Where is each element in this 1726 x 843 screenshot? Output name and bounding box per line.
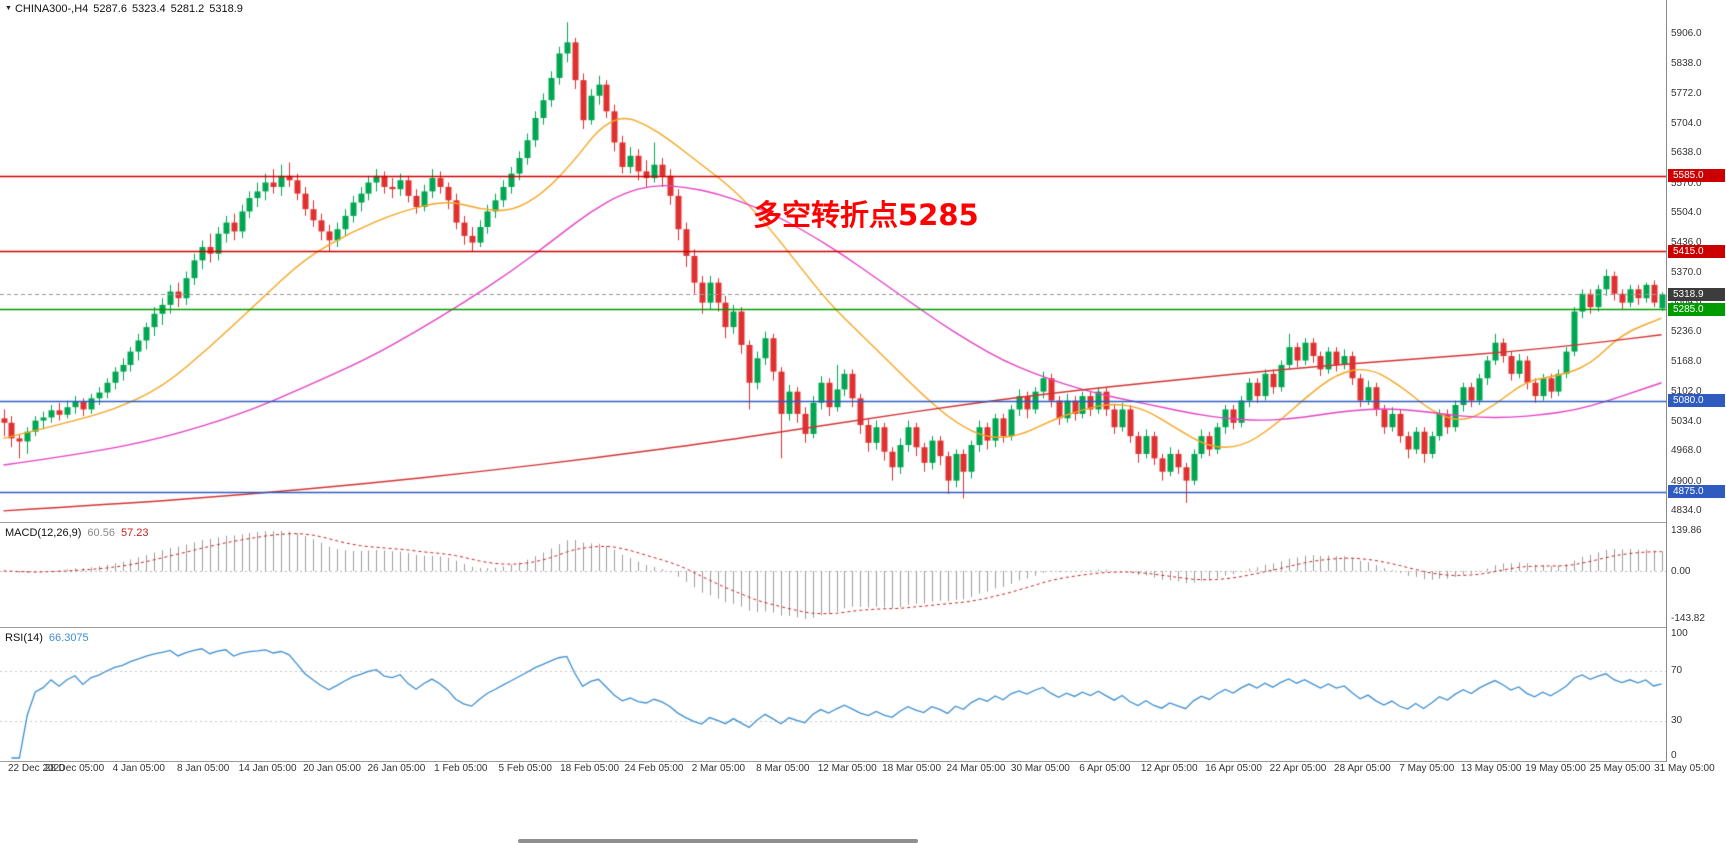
price-tick-label: 5304.0 — [1671, 295, 1702, 307]
time-tick-label: 28 Dec 05:00 — [44, 763, 105, 774]
price-tick-label: 5436.0 — [1671, 237, 1702, 249]
price-tick-label: 5236.0 — [1671, 326, 1702, 338]
rsi-indicator-label: RSI(14) 66.3075 — [5, 632, 89, 644]
macd-axis-min-label: -143.82 — [1671, 613, 1705, 624]
macd-title: MACD(12,26,9) — [5, 527, 82, 539]
rsi-axis-label-0: 0 — [1671, 750, 1677, 761]
time-tick-label: 24 Feb 05:00 — [624, 763, 684, 774]
time-tick-label: 8 Jan 05:00 — [177, 763, 230, 774]
price-tick-label: 5168.0 — [1671, 356, 1702, 368]
macd-axis-zero-label: 0.00 — [1671, 565, 1691, 577]
macd-axis-max-label: 139.86 — [1671, 525, 1702, 536]
price-tick-label: 5370.0 — [1671, 266, 1702, 278]
price-tick-label: 5772.0 — [1671, 87, 1702, 99]
current-price-tag: 5318.9 — [1668, 287, 1725, 301]
time-tick-label: 28 Apr 05:00 — [1334, 763, 1391, 774]
ohlc-high: 5323.4 — [131, 3, 166, 15]
ohlc-open: 5287.6 — [93, 3, 127, 15]
rsi-canvas[interactable] — [0, 628, 1666, 761]
pane-separator-rsi-time[interactable] — [0, 761, 1726, 762]
price-tag-5285.0: 5285.0 — [1668, 302, 1725, 316]
time-tick-label: 1 Feb 05:00 — [434, 763, 488, 774]
time-tick-label: 30 Mar 05:00 — [1010, 763, 1070, 774]
macd-signal-value: 57.23 — [120, 527, 149, 539]
price-tag-4875.0: 4875.0 — [1668, 485, 1725, 499]
price-tick-label: 5034.0 — [1671, 416, 1702, 427]
main-chart-canvas[interactable] — [0, 0, 1666, 522]
rsi-value: 66.3075 — [48, 632, 89, 644]
price-tag-5415.0: 5415.0 — [1668, 244, 1725, 258]
macd-main-value: 60.56 — [87, 527, 115, 539]
price-tick-label: 5906.0 — [1671, 28, 1702, 39]
time-tick-label: 14 Jan 05:00 — [238, 763, 297, 774]
price-axis[interactable]: 139.86 0.00 -143.82 100 70 30 0 5906.0 58… — [1666, 0, 1726, 762]
price-tick-label: 5504.0 — [1671, 206, 1702, 218]
time-tick-label: 4 Jan 05:00 — [112, 763, 165, 774]
chart-annotation: 多空转折点5285 — [753, 198, 979, 232]
price-tick-label: 5102.0 — [1671, 385, 1702, 397]
macd-indicator-label: MACD(12,26,9) 60.56 57.23 — [5, 527, 148, 539]
time-tick-label: 12 Mar 05:00 — [817, 763, 877, 774]
time-tick-label: 6 Apr 05:00 — [1079, 763, 1131, 774]
price-tick-label: 4968.0 — [1671, 445, 1702, 457]
symbol-timeframe-label: CHINA300-,H4 — [14, 3, 89, 15]
time-tick-label: 24 Mar 05:00 — [946, 763, 1006, 774]
time-tick-label: 25 May 05:00 — [1589, 763, 1651, 774]
time-tick-label: 13 May 05:00 — [1460, 763, 1522, 774]
time-tick-label: 2 Mar 05:00 — [691, 763, 746, 774]
rsi-axis-label-30: 30 — [1671, 715, 1683, 726]
time-tick-label: 7 May 05:00 — [1399, 763, 1455, 774]
ohlc-close: 5318.9 — [209, 3, 243, 15]
price-tag-5080.0: 5080.0 — [1668, 394, 1725, 408]
time-tick-label: 18 Mar 05:00 — [882, 763, 942, 774]
price-tick-label: 4900.0 — [1671, 475, 1702, 487]
price-tag-5585.0: 5585.0 — [1668, 169, 1725, 183]
time-tick-label: 12 Apr 05:00 — [1140, 763, 1198, 774]
time-tick-label: 31 May 05:00 — [1654, 763, 1715, 774]
time-tick-label: 22 Dec 2020 — [8, 763, 65, 774]
time-tick-label: 8 Mar 05:00 — [756, 763, 810, 774]
time-tick-label: 20 Jan 05:00 — [303, 763, 361, 774]
dropdown-triangle-icon[interactable]: ▼ — [5, 5, 12, 12]
price-tick-label: 5838.0 — [1671, 58, 1702, 70]
rsi-axis-label-70: 70 — [1671, 665, 1683, 676]
time-tick-label: 26 Jan 05:00 — [367, 763, 426, 774]
chart-header: ▼ CHINA300-,H4 5287.6 5323.4 5281.2 5318.9 — [5, 3, 243, 15]
price-tick-label: 4834.0 — [1671, 505, 1702, 516]
rsi-title: RSI(14) — [5, 632, 43, 644]
price-tick-label: 5570.0 — [1671, 177, 1702, 189]
price-tick-label: 5704.0 — [1671, 117, 1702, 129]
time-axis[interactable]: 22 Dec 2020 28 Dec 05:00 4 Jan 05:00 8 Jan … — [0, 763, 1726, 779]
time-tick-label: 5 Feb 05:00 — [498, 763, 552, 774]
ohlc-low: 5281.2 — [170, 3, 205, 15]
pane-separator-macd-rsi[interactable] — [0, 627, 1726, 628]
time-tick-label: 16 Apr 05:00 — [1205, 763, 1262, 774]
time-tick-label: 19 May 05:00 — [1525, 763, 1586, 774]
macd-canvas[interactable] — [0, 523, 1666, 627]
horizontal-scrollbar[interactable] — [518, 839, 918, 843]
pane-separator-main-macd[interactable] — [0, 522, 1726, 523]
time-tick-label: 18 Feb 05:00 — [560, 763, 620, 774]
rsi-axis-label-100: 100 — [1671, 628, 1688, 639]
time-tick-label: 22 Apr 05:00 — [1269, 763, 1327, 774]
price-tick-label: 5638.0 — [1671, 147, 1702, 159]
